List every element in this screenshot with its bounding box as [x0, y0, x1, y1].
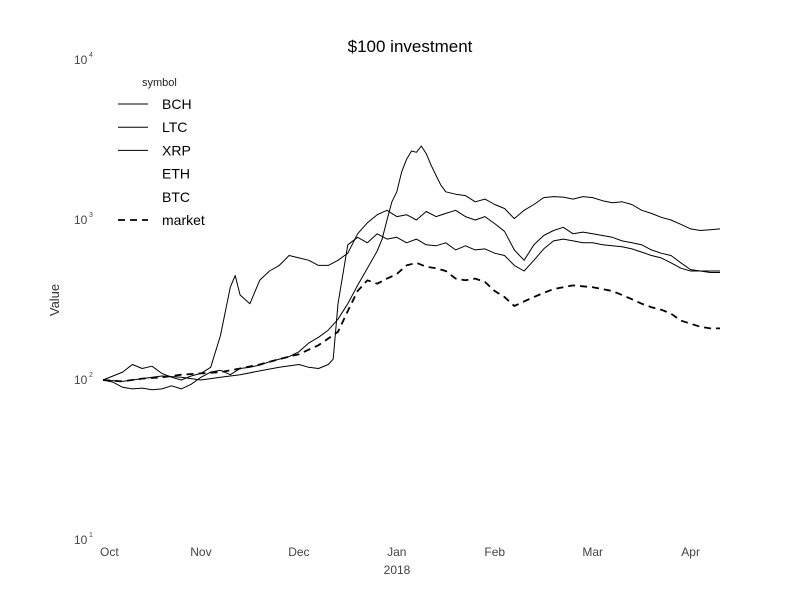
y-tick-exponent: 1 — [89, 532, 93, 539]
x-year-label: 2018 — [384, 563, 411, 577]
x-tick-label: Nov — [190, 545, 211, 559]
legend-item-label: BCH — [162, 96, 192, 112]
x-tick-labels: Oct Nov Dec Jan Feb Mar Apr — [100, 545, 700, 559]
legend-item-label: market — [162, 212, 205, 228]
y-tick-label: 10 — [74, 533, 88, 547]
y-tick-label: 10 — [74, 213, 88, 227]
chart-title: $100 investment — [348, 37, 473, 56]
series-line-market — [102, 261, 720, 383]
y-tick-exponent: 2 — [89, 372, 93, 379]
x-tick-label: Dec — [288, 545, 309, 559]
series-line-bch — [102, 209, 720, 381]
y-tick-label: 10 — [74, 53, 88, 67]
y-tick-exponent: 4 — [89, 52, 93, 59]
x-tick-label: Feb — [484, 545, 505, 559]
y-axis-label: Value — [47, 284, 62, 316]
legend-item-label: XRP — [162, 142, 191, 158]
legend-title: symbol — [142, 77, 177, 89]
series-lines — [102, 145, 721, 391]
legend-item-label: LTC — [162, 119, 187, 135]
x-tick-label: Jan — [387, 545, 406, 559]
legend: symbol BCH LTC XRP ETH BTC market — [118, 77, 205, 228]
series-line-ltc — [102, 145, 721, 391]
legend-item-label: BTC — [162, 189, 190, 205]
x-tick-label: Mar — [582, 545, 603, 559]
x-tick-label: Apr — [681, 545, 700, 559]
y-tick-label: 10 — [74, 373, 88, 387]
x-tick-label: Oct — [100, 545, 119, 559]
legend-item-label: ETH — [162, 166, 190, 182]
y-tick-exponent: 3 — [89, 212, 93, 219]
series-line-xrp — [102, 233, 720, 382]
